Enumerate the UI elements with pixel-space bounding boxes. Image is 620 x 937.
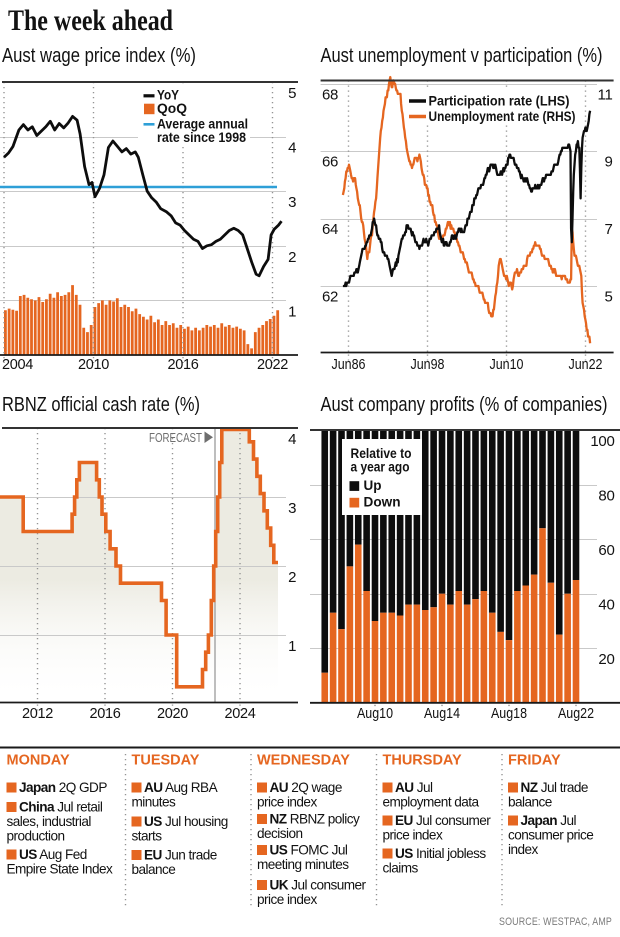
svg-text:Jun86: Jun86 — [332, 357, 366, 373]
svg-text:AU Aug RBA: AU Aug RBA — [144, 780, 219, 795]
svg-text:EU Jul consumer: EU Jul consumer — [395, 813, 491, 828]
svg-text:Aust unemployment v participat: Aust unemployment v participation (%) — [321, 44, 603, 67]
svg-text:5: 5 — [604, 289, 612, 306]
svg-text:AU Jul: AU Jul — [395, 780, 433, 795]
svg-text:66: 66 — [322, 154, 338, 171]
svg-text:3: 3 — [288, 500, 296, 517]
svg-text:Aug10: Aug10 — [357, 706, 393, 722]
svg-text:68: 68 — [322, 86, 338, 103]
svg-text:7: 7 — [604, 221, 612, 238]
svg-text:sales, industrial: sales, industrial — [7, 814, 92, 829]
svg-text:2022: 2022 — [257, 357, 288, 373]
svg-text:AU 2Q wage: AU 2Q wage — [270, 780, 342, 795]
svg-text:64: 64 — [322, 221, 338, 238]
svg-text:US Initial jobless: US Initial jobless — [395, 846, 486, 861]
svg-text:2020: 2020 — [157, 706, 188, 722]
svg-text:Jun98: Jun98 — [410, 357, 444, 373]
svg-text:balance: balance — [508, 795, 552, 810]
svg-text:2016: 2016 — [167, 357, 198, 373]
svg-text:Down: Down — [364, 495, 401, 510]
svg-text:US FOMC Jul: US FOMC Jul — [270, 843, 348, 858]
svg-text:SOURCE: WESTPAC, AMP: SOURCE: WESTPAC, AMP — [499, 916, 612, 928]
svg-text:4: 4 — [288, 431, 296, 448]
svg-text:11: 11 — [598, 86, 613, 103]
svg-text:2010: 2010 — [78, 357, 109, 373]
svg-text:US Aug Fed: US Aug Fed — [19, 847, 87, 862]
svg-text:40: 40 — [598, 597, 614, 614]
svg-text:2016: 2016 — [89, 706, 120, 722]
svg-text:meeting minutes: meeting minutes — [257, 857, 349, 872]
svg-text:minutes: minutes — [132, 795, 177, 810]
svg-text:a year ago: a year ago — [351, 460, 410, 475]
svg-text:Relative to: Relative to — [351, 446, 412, 461]
svg-text:20: 20 — [598, 651, 614, 668]
svg-text:NZ RBNZ policy: NZ RBNZ policy — [270, 812, 360, 827]
svg-text:Aug14: Aug14 — [424, 706, 460, 722]
svg-text:China Jul retail: China Jul retail — [19, 800, 103, 815]
svg-text:2024: 2024 — [224, 706, 255, 722]
svg-text:starts: starts — [132, 829, 163, 844]
svg-text:index: index — [508, 842, 539, 857]
svg-text:QoQ: QoQ — [157, 100, 187, 116]
svg-text:Aug22: Aug22 — [558, 706, 594, 722]
svg-text:US Jul housing: US Jul housing — [144, 814, 228, 829]
svg-text:NZ Jul trade: NZ Jul trade — [521, 780, 588, 795]
svg-text:Up: Up — [364, 478, 382, 493]
svg-text:62: 62 — [322, 289, 338, 306]
svg-text:FORECAST: FORECAST — [149, 431, 202, 445]
svg-text:Japan 2Q GDP: Japan 2Q GDP — [19, 780, 107, 795]
svg-text:5: 5 — [288, 85, 296, 102]
svg-text:balance: balance — [132, 862, 176, 877]
svg-text:2012: 2012 — [22, 706, 53, 722]
svg-text:EU Jun trade: EU Jun trade — [144, 848, 217, 863]
svg-text:Japan Jul: Japan Jul — [521, 813, 577, 828]
svg-text:THURSDAY: THURSDAY — [383, 753, 463, 769]
svg-text:100: 100 — [590, 433, 614, 450]
svg-text:1: 1 — [288, 638, 296, 655]
svg-text:claims: claims — [383, 861, 419, 876]
svg-text:price index: price index — [257, 795, 317, 810]
svg-text:80: 80 — [598, 488, 614, 505]
svg-text:2: 2 — [288, 249, 296, 266]
svg-text:price index: price index — [383, 828, 443, 843]
svg-text:The week ahead: The week ahead — [8, 5, 173, 37]
svg-text:2: 2 — [288, 569, 296, 586]
svg-text:price index: price index — [257, 892, 317, 907]
svg-text:4: 4 — [288, 140, 296, 157]
svg-text:Average annual: Average annual — [157, 116, 248, 132]
svg-text:employment data: employment data — [383, 795, 480, 810]
svg-text:1: 1 — [288, 303, 296, 320]
svg-text:Aust company profits (% of com: Aust company profits (% of companies) — [321, 393, 608, 416]
svg-text:TUESDAY: TUESDAY — [132, 753, 200, 769]
svg-text:decision: decision — [257, 826, 302, 841]
svg-text:YoY: YoY — [157, 87, 180, 103]
svg-text:Participation rate (LHS): Participation rate (LHS) — [429, 92, 570, 108]
svg-text:Aug18: Aug18 — [491, 706, 527, 722]
svg-text:60: 60 — [598, 542, 614, 559]
svg-text:MONDAY: MONDAY — [7, 753, 70, 769]
svg-text:WEDNESDAY: WEDNESDAY — [257, 753, 350, 769]
svg-text:Unemployment rate (RHS): Unemployment rate (RHS) — [429, 108, 576, 124]
svg-text:rate since 1998: rate since 1998 — [157, 129, 246, 145]
svg-text:RBNZ official cash rate (%): RBNZ official cash rate (%) — [2, 393, 200, 416]
svg-text:Jun10: Jun10 — [489, 357, 523, 373]
svg-text:FRIDAY: FRIDAY — [508, 753, 561, 769]
svg-text:Aust wage price index (%): Aust wage price index (%) — [2, 44, 196, 67]
svg-text:Empire State Index: Empire State Index — [7, 862, 113, 877]
svg-text:9: 9 — [604, 154, 612, 171]
svg-text:Jun22: Jun22 — [568, 357, 602, 373]
svg-text:consumer price: consumer price — [508, 828, 593, 843]
svg-text:UK Jul consumer: UK Jul consumer — [270, 878, 367, 893]
svg-text:production: production — [7, 829, 65, 844]
svg-text:3: 3 — [288, 194, 296, 211]
svg-text:2004: 2004 — [2, 357, 33, 373]
